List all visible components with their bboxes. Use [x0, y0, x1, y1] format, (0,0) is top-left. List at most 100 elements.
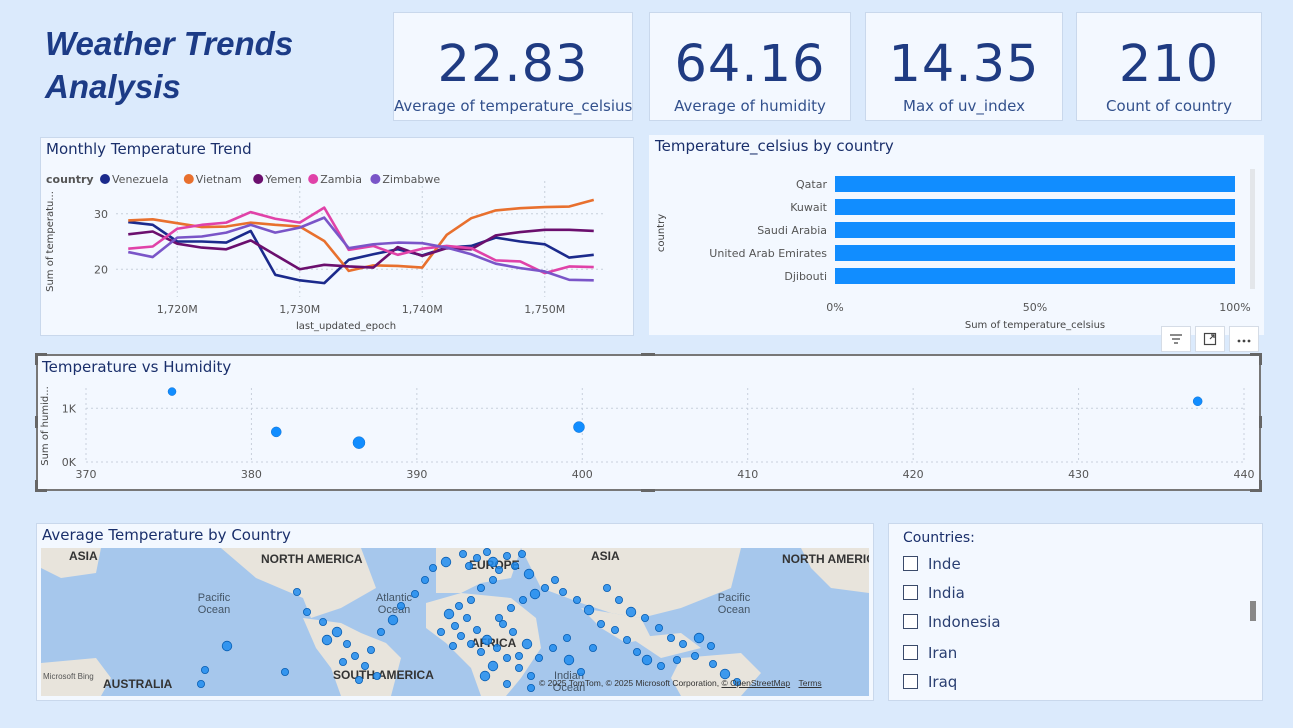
map-bubble [679, 640, 688, 649]
map-bubble [196, 679, 205, 688]
map-bubble [482, 548, 491, 556]
map-bubble [494, 614, 503, 623]
kpi-label: Average of humidity [674, 97, 826, 115]
focus-mode-icon[interactable] [1195, 326, 1225, 352]
resize-handle[interactable] [35, 489, 47, 492]
map-label: Pacific Ocean [717, 592, 751, 616]
series-line [128, 206, 594, 275]
map-bubble [292, 588, 301, 597]
map-label: ASIA [69, 549, 98, 563]
legend-marker [370, 174, 381, 184]
map-bubble [318, 618, 327, 627]
map-bubble [502, 679, 511, 688]
scatter-point [573, 421, 585, 433]
map-bubble [420, 575, 429, 584]
y-tick-label: 20 [94, 263, 108, 276]
kpi-label: Max of uv_index [903, 97, 1025, 115]
kpi-label: Average of temperature_celsius [394, 97, 633, 115]
x-tick-label: 440 [1234, 468, 1255, 481]
y-tick-label: Kuwait [790, 201, 827, 214]
map-bubble [615, 596, 624, 605]
scatter-point [167, 387, 177, 396]
resize-handle[interactable] [1250, 489, 1262, 492]
bar-chart: Qatar Kuwait Saudi Arabia United Arab Emira… [656, 169, 1255, 331]
checkbox[interactable] [903, 585, 918, 600]
x-tick-label: 430 [1068, 468, 1089, 481]
checkbox[interactable] [903, 556, 918, 571]
attribution-text: © 2025 TomTom, © 2025 Microsoft Corporat… [539, 678, 720, 688]
country-slicer[interactable]: Countries: Inde India Indonesia Iran Ira… [888, 523, 1263, 701]
map-bubble [563, 634, 572, 643]
legend-title: country [46, 173, 94, 186]
checkbox[interactable] [903, 614, 918, 629]
map-bubble [550, 575, 559, 584]
resize-handle[interactable] [35, 353, 38, 365]
page-title-line1: Weather Trends [45, 25, 294, 62]
bar [835, 245, 1235, 261]
kpi-card-avg-temperature[interactable]: 22.83 Average of temperature_celsius [393, 12, 633, 121]
map-bubble [410, 590, 419, 599]
resize-handle[interactable] [641, 489, 655, 492]
scrollbar-thumb[interactable] [1250, 601, 1256, 621]
map-label: AUSTRALIA [103, 677, 173, 691]
map-label: Pacific Ocean [197, 592, 231, 616]
map-bubble [436, 628, 445, 637]
map-bubble [466, 640, 475, 649]
resize-handle[interactable] [35, 480, 38, 492]
slicer-item[interactable]: Inde [903, 555, 961, 573]
map-bubble [655, 624, 664, 633]
osm-link[interactable]: © OpenStreetMap [721, 678, 791, 688]
slicer-item[interactable]: Indonesia [903, 613, 1001, 631]
slicer-item[interactable]: Iraq [903, 673, 957, 691]
map-card[interactable]: Average Temperature by Country ASIA NORT… [36, 523, 874, 701]
line-chart-card[interactable]: Monthly Temperature Trend 20 30 1,720M 1,73… [40, 137, 634, 336]
resize-handle[interactable] [1259, 416, 1262, 428]
kpi-value: 14.35 [888, 35, 1040, 94]
map-bubble [707, 642, 716, 651]
scatter-point [1192, 396, 1203, 407]
line-chart-title: Monthly Temperature Trend [46, 140, 252, 158]
bar-chart-card[interactable]: Temperature_celsius by country Qatar Kuwa… [649, 135, 1264, 335]
slicer-item-label: Inde [928, 555, 961, 573]
resize-handle[interactable] [1259, 480, 1262, 492]
map-bubble [583, 604, 595, 616]
y-tick-label: Saudi Arabia [757, 224, 827, 237]
x-tick-label: 1,720M [157, 303, 198, 316]
kpi-card-max-uv-index[interactable]: 14.35 Max of uv_index [865, 12, 1063, 121]
map-bubble [518, 596, 527, 605]
resize-handle[interactable] [1259, 353, 1262, 365]
map-bubble [589, 644, 598, 653]
y-tick-label: 30 [94, 208, 108, 221]
terms-link[interactable]: Terms [798, 678, 822, 688]
map-bubble [456, 632, 465, 641]
map-bubble [440, 556, 452, 568]
kpi-card-avg-humidity[interactable]: 64.16 Average of humidity [649, 12, 851, 121]
map-bubble [526, 672, 535, 681]
resize-handle[interactable] [35, 353, 47, 356]
map-bubble [321, 634, 333, 646]
map-canvas[interactable]: ASIA NORTH AMERICA EUROPE ASIA NORTH AME… [41, 548, 869, 696]
map-bubble [448, 642, 457, 651]
map-bubble [443, 608, 455, 620]
more-options-icon[interactable] [1229, 326, 1259, 352]
page-title-line2: Analysis [45, 68, 181, 105]
resize-handle[interactable] [35, 416, 38, 428]
checkbox[interactable] [903, 645, 918, 660]
slicer-item-label: Indonesia [928, 613, 1001, 631]
checkbox[interactable] [903, 674, 918, 689]
y-tick-label: Djibouti [784, 270, 827, 283]
kpi-card-count-country[interactable]: 210 Count of country [1076, 12, 1262, 121]
map-bubble [719, 668, 731, 680]
legend-marker [100, 174, 110, 184]
resize-handle[interactable] [1250, 353, 1262, 356]
scatter-chart-card[interactable]: Temperature vs Humidity 370 380 390 400 410 4… [36, 354, 1261, 491]
legend-label: Zambia [320, 173, 362, 186]
map-bubble [709, 660, 718, 669]
filter-icon[interactable] [1161, 326, 1191, 352]
resize-handle[interactable] [641, 353, 655, 356]
map-bubble [476, 584, 485, 593]
map-bubble [464, 561, 473, 570]
slicer-item[interactable]: India [903, 584, 965, 602]
slicer-item[interactable]: Iran [903, 644, 957, 662]
x-tick-label: 0% [826, 301, 843, 314]
